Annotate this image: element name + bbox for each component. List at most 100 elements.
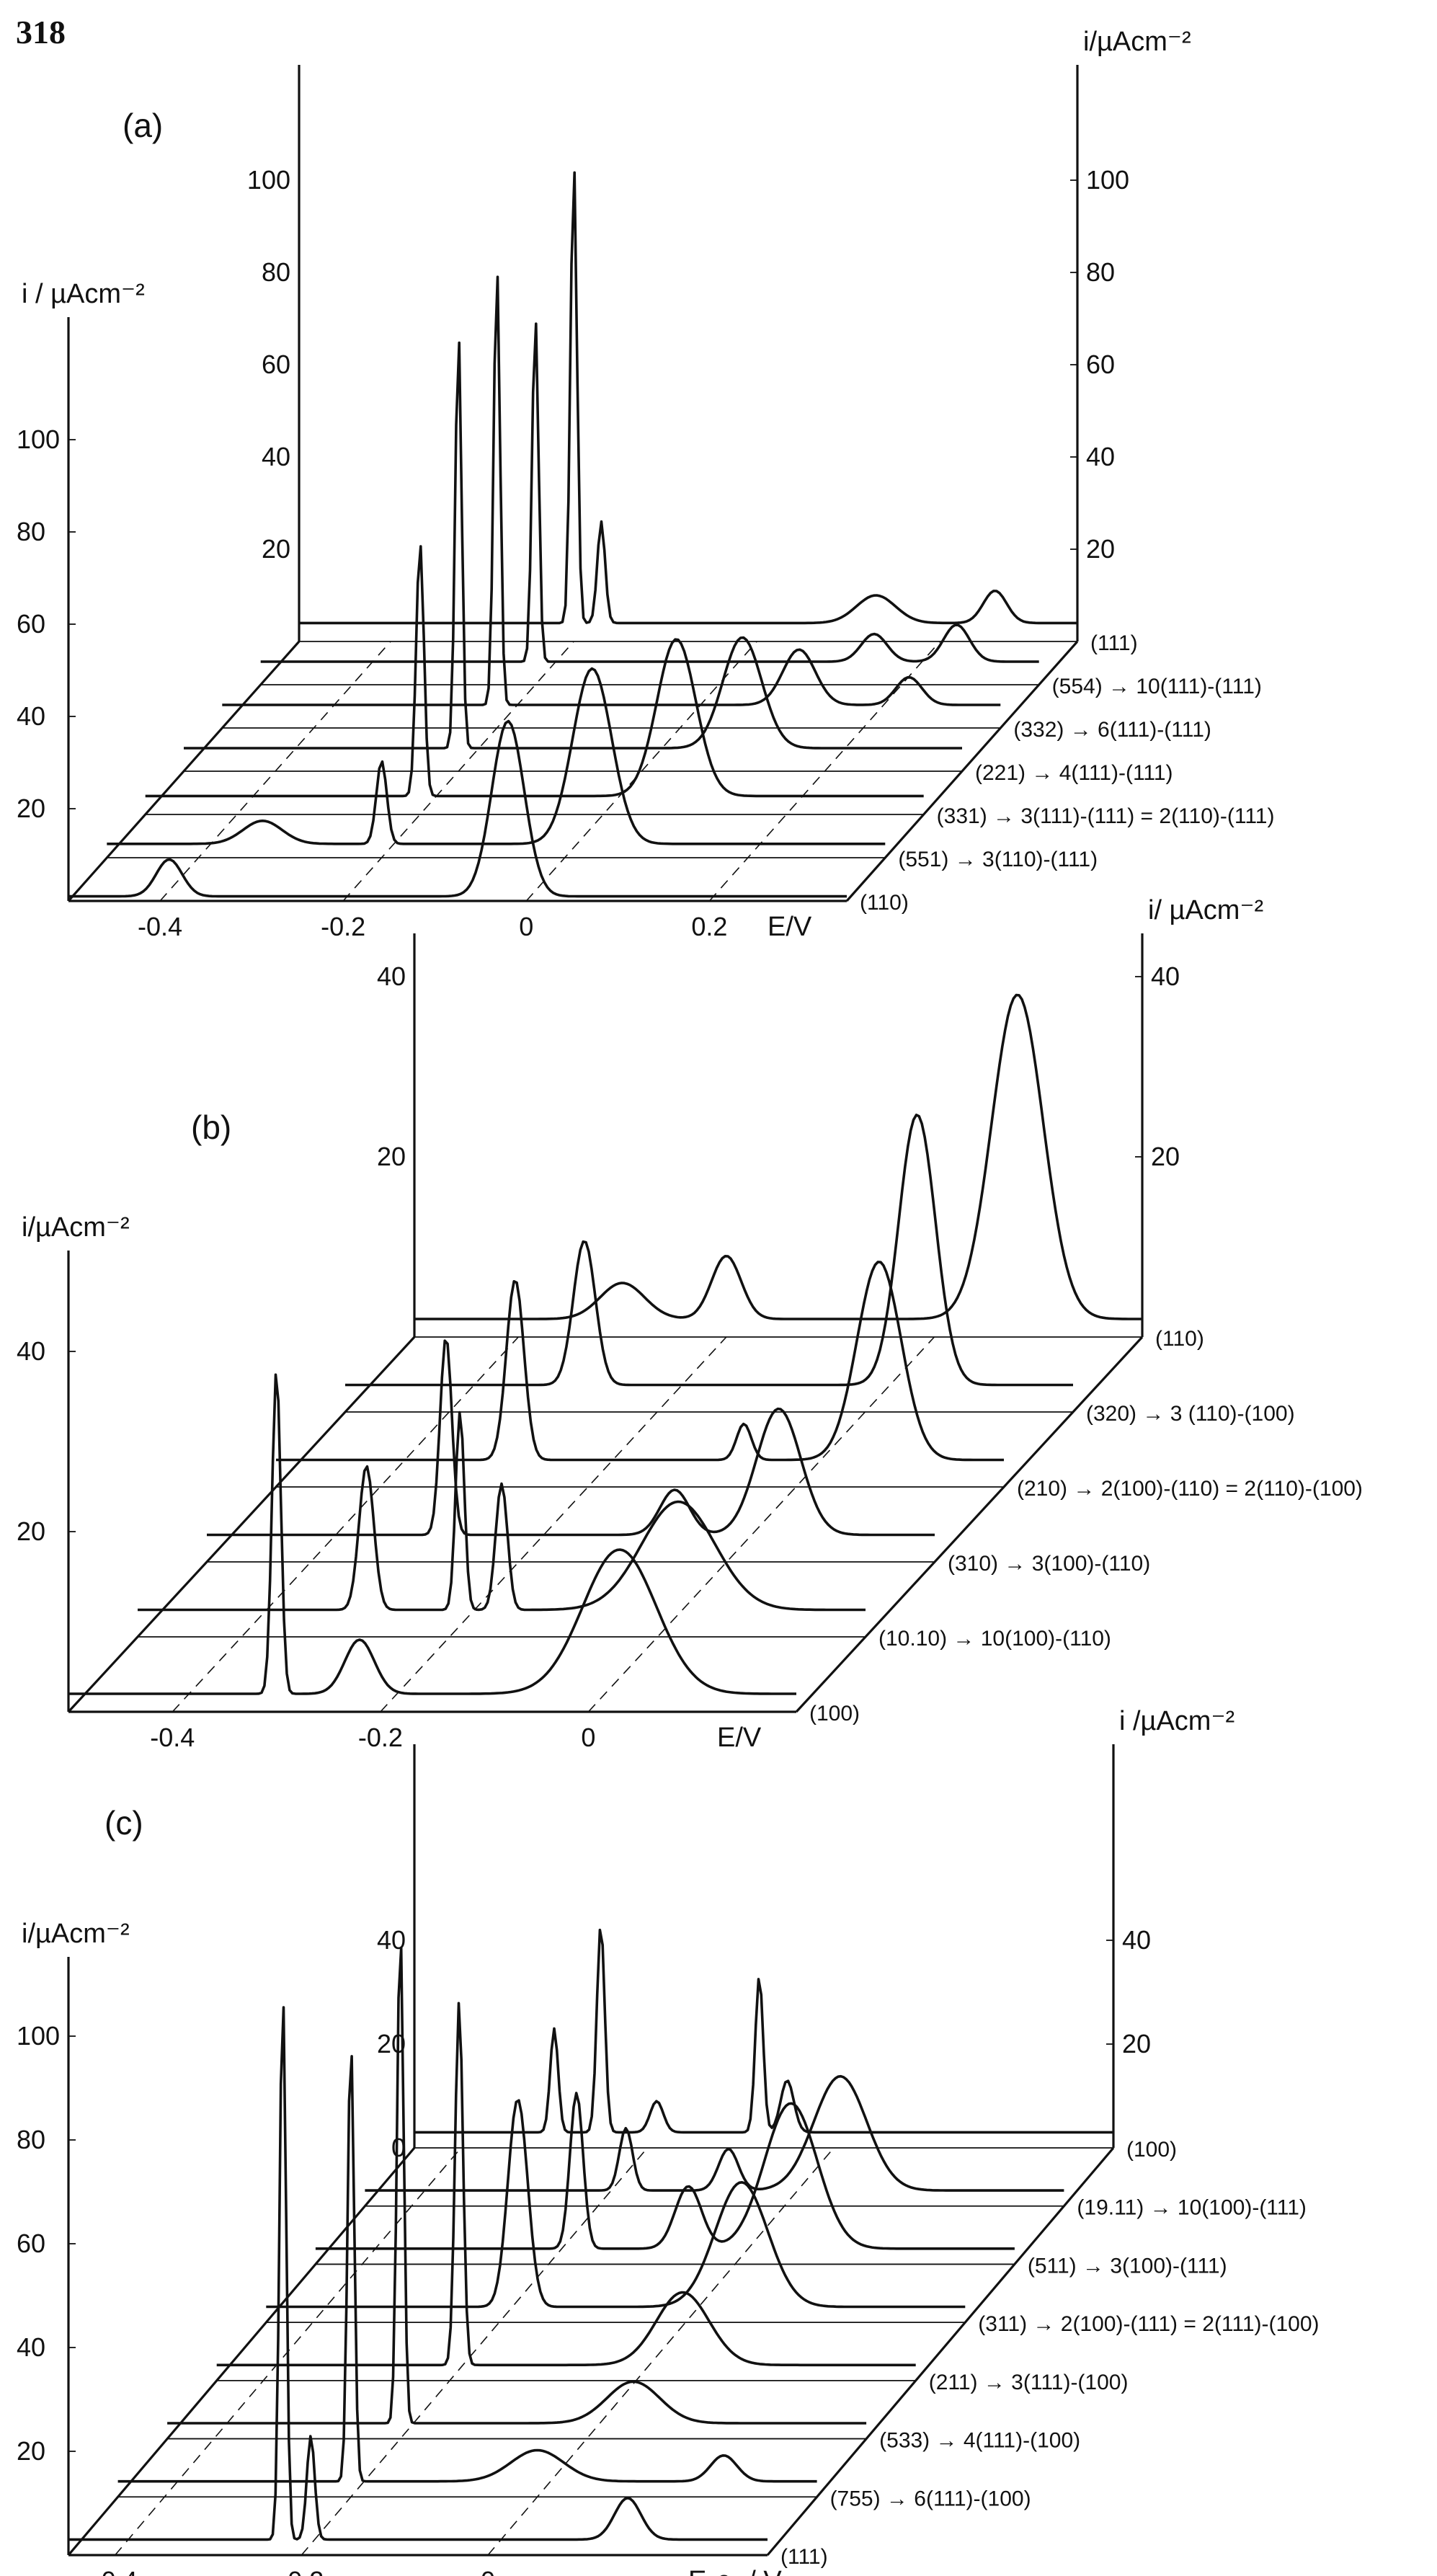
y-axis-label-right: i/µAcm⁻² (1083, 27, 1191, 57)
series-label-(511): (511) → 3(100)-(111) (1028, 2254, 1227, 2278)
y-tick-left: 20 (17, 1516, 45, 1546)
x-axis-label: E/V (768, 912, 812, 942)
series-curve-(110) (68, 719, 847, 898)
x-tick-label: -0.4 (150, 1723, 195, 1752)
series-curve-(221) (184, 341, 962, 750)
y-axis-label-left: i/µAcm⁻² (22, 1212, 130, 1243)
y-tick-back: 80 (262, 257, 290, 287)
x-tick-label: 0 (581, 1723, 595, 1752)
x-guideline (380, 1336, 727, 1713)
x-guideline (587, 1336, 935, 1713)
y-tick-right: 20 (1122, 2029, 1151, 2058)
x-tick-label: -0.4 (138, 912, 182, 941)
series-label-(211): (211) → 3(111)-(100) (929, 2371, 1129, 2394)
y-tick-left: 100 (17, 425, 60, 454)
y-tick-left: 60 (17, 2229, 45, 2258)
series-label-(210): (210) → 2(100)-(110) = 2(110)-(100) (1017, 1477, 1363, 1501)
y-tick-back: 0 (391, 2133, 406, 2162)
y-axis-label-left: i / µAcm⁻² (22, 279, 145, 309)
series-curve-(755) (117, 2055, 817, 2483)
panel-a: 20 40 60 80 100 20 40 60 80 100 20 40 60 80 100 i / µAc… (17, 27, 1274, 942)
series-curve-(310) (207, 1339, 935, 1537)
y-tick-back: 40 (377, 961, 406, 991)
series-label-(1010): (10.10) → 10(100)-(110) (878, 1627, 1111, 1651)
series-label-(554): (554) → 10(111)-(111) (1052, 675, 1262, 698)
series-label-(332): (332) → 6(111)-(111) (1013, 718, 1211, 742)
y-tick-right: 20 (1151, 1142, 1180, 1171)
series-label-(755): (755) → 6(111)-(100) (830, 2487, 1031, 2510)
y-tick-left: 80 (17, 517, 45, 546)
series-curve-(311) (266, 2099, 966, 2309)
x-guideline (172, 1336, 519, 1713)
x-axis-label: Eₛcₑ / V (688, 2566, 782, 2576)
panel-label: (a) (123, 107, 163, 144)
series-label-(110): (110) (860, 891, 909, 915)
series-label-(551): (551) → 3(110)-(111) (898, 848, 1098, 871)
series-label-(320): (320) → 3 (110)-(100) (1086, 1402, 1295, 1426)
y-tick-left: 20 (17, 794, 45, 823)
series-curve-(100) (414, 1928, 1113, 2134)
y-tick-back: 100 (247, 165, 290, 195)
y-axis-label-right: i/ µAcm⁻² (1148, 895, 1263, 925)
y-tick-left: 100 (17, 2021, 60, 2051)
series-curve-(1911) (365, 2074, 1064, 2192)
floor-right-edge (795, 1336, 1144, 1713)
series-curve-(332) (222, 275, 1001, 706)
x-tick-label: -0.2 (358, 1723, 403, 1752)
y-tick-right: 80 (1086, 257, 1115, 287)
x-axis-label: E/V (717, 1723, 762, 1753)
floor-left-edge (67, 2146, 416, 2557)
y-tick-left: 80 (17, 2125, 45, 2154)
y-tick-right: 20 (1086, 534, 1115, 564)
series-curve-(1010) (138, 1411, 866, 1612)
y-tick-back: 20 (377, 1142, 406, 1171)
panel-b: 20 40 20 40 20 40 i/µAcm⁻² i/ µAcm⁻² (b) -0.4 -0.2… (17, 895, 1363, 1753)
y-tick-back: 20 (377, 2029, 406, 2058)
y-tick-back: 20 (262, 534, 290, 564)
series-curve-(533) (167, 1947, 867, 2425)
y-tick-left: 40 (17, 701, 45, 731)
series-curve-(111) (299, 171, 1077, 625)
x-tick-label: 0 (519, 912, 533, 941)
y-tick-left: 20 (17, 2436, 45, 2466)
series-label-(221): (221) → 4(111)-(111) (975, 761, 1173, 785)
series-label-(1911): (19.11) → 10(100)-(111) (1077, 2196, 1306, 2220)
y-tick-right: 40 (1151, 961, 1180, 991)
series-label-(331): (331) → 3(111)-(111) = 2(110)-(111) (937, 804, 1275, 828)
series-label-(110): (110) (1155, 1327, 1204, 1351)
x-tick-label: 0.2 (691, 912, 727, 941)
series-curve-(320) (345, 1114, 1073, 1387)
series-label-(100): (100) (1126, 2138, 1177, 2162)
x-tick-label: -0.2 (279, 2566, 324, 2576)
series-curve-(110) (414, 993, 1142, 1320)
x-guideline (487, 2147, 835, 2556)
y-tick-right: 100 (1086, 165, 1129, 195)
x-guideline (301, 2147, 648, 2556)
series-label-(111): (111) (1090, 631, 1138, 655)
series-curve-(511) (315, 2092, 1015, 2250)
series-curve-(210) (276, 1261, 1004, 1462)
series-label-(100): (100) (809, 1702, 860, 1726)
series-curve-(554) (260, 322, 1039, 663)
series-curve-(211) (216, 2002, 916, 2367)
y-tick-right: 60 (1086, 350, 1115, 379)
y-tick-left: 60 (17, 609, 45, 639)
y-tick-right: 40 (1122, 1925, 1151, 1955)
page-number: 318 (16, 14, 66, 50)
floor-right-edge (766, 2146, 1115, 2557)
series-label-(533): (533) → 4(111)-(100) (879, 2429, 1080, 2453)
y-tick-right: 40 (1086, 442, 1115, 471)
y-tick-back: 40 (262, 442, 290, 471)
series-curve-(100) (68, 1373, 796, 1695)
series-label-(111): (111) (780, 2545, 828, 2569)
series-curve-(331) (145, 545, 924, 798)
floor-left-edge (67, 1336, 416, 1713)
panel-label: (c) (104, 1804, 143, 1842)
series-label-(311): (311) → 2(100)-(111) = 2(111)-(100) (978, 2312, 1319, 2336)
series-curve-(111) (68, 2006, 768, 2541)
y-tick-left: 40 (17, 2332, 45, 2362)
y-tick-left: 40 (17, 1336, 45, 1366)
panel-label: (b) (191, 1109, 231, 1146)
